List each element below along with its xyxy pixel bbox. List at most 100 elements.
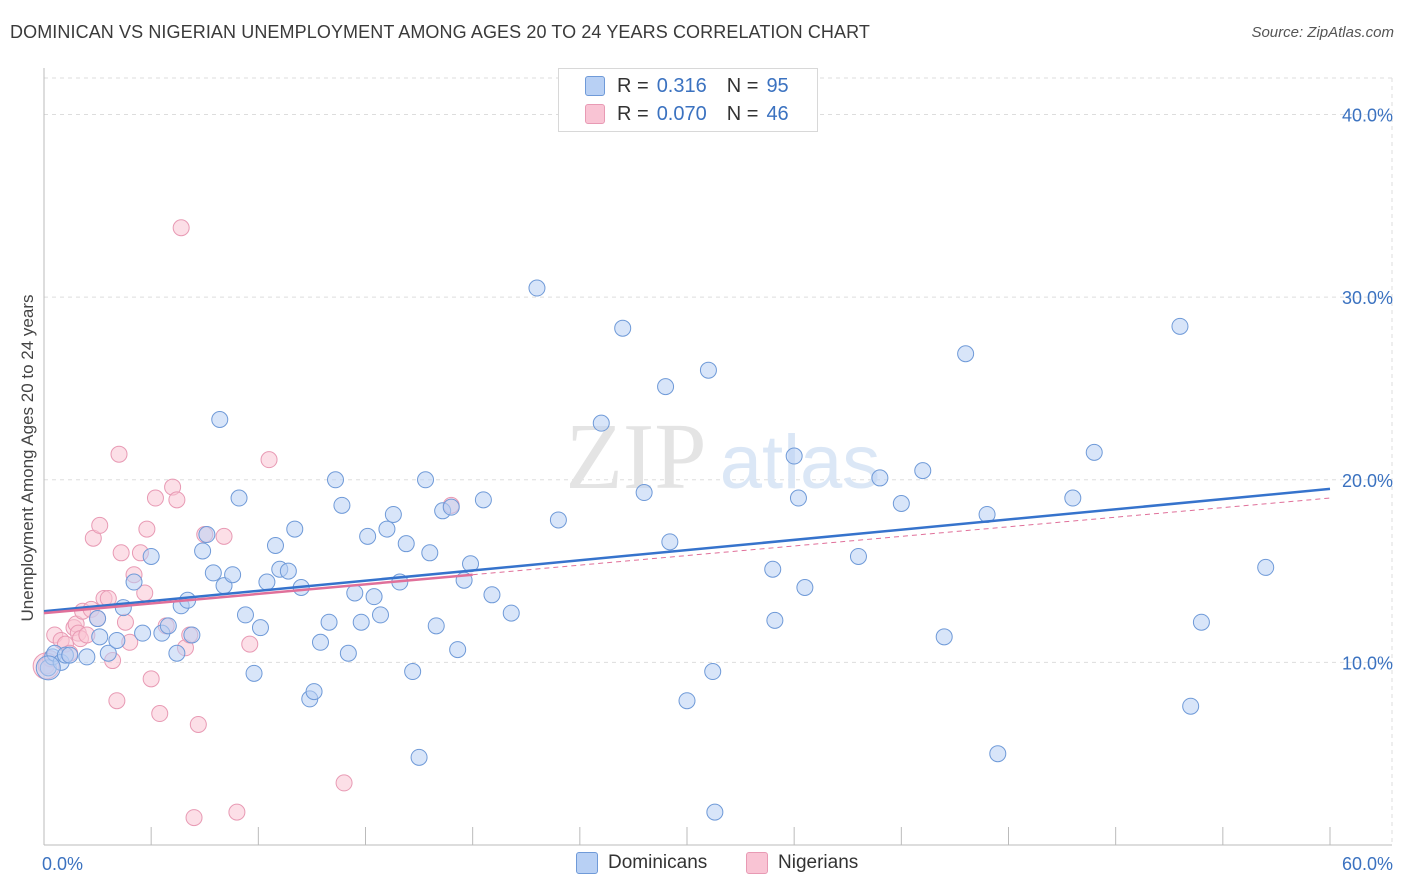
nigerian-point — [112, 544, 130, 562]
x-tick-label: 0.0% — [42, 854, 83, 874]
legend-n-label: N = — [726, 74, 759, 97]
dominican-point — [311, 633, 329, 651]
nigerian-point — [260, 451, 278, 469]
dominican-point — [204, 564, 222, 582]
dominican-point — [224, 566, 242, 584]
dominican-point — [789, 489, 807, 507]
dominicans-trend-line — [43, 487, 1331, 613]
grid-lines — [44, 77, 1393, 845]
dominican-point — [198, 526, 216, 544]
dominican-point — [236, 606, 254, 624]
dominican-point — [89, 610, 107, 628]
dominican-point — [483, 586, 501, 604]
dominican-point — [1257, 558, 1275, 576]
dominican-point — [404, 663, 422, 681]
dominican-point — [766, 611, 784, 629]
dominican-point — [549, 511, 567, 529]
dominican-point — [125, 573, 143, 591]
nigerian-point — [116, 613, 134, 631]
legend-n-value-nigerians: 46 — [766, 102, 789, 125]
nigerian-point — [189, 715, 207, 733]
nigerian-point — [241, 635, 259, 653]
dominican-point — [528, 279, 546, 297]
dominican-point — [417, 471, 435, 489]
nigerians-trend-line — [43, 573, 473, 615]
trend-lines — [43, 487, 1331, 615]
dominican-point — [914, 462, 932, 480]
dominican-point — [305, 683, 323, 701]
legend-row-nigerians: R = 0.070 N = 46 — [585, 101, 789, 127]
y-axis-label: Unemployment Among Ages 20 to 24 years — [18, 294, 37, 622]
dominican-point — [78, 648, 96, 666]
legend-r-label: R = — [617, 102, 649, 125]
dominican-point — [849, 547, 867, 565]
nigerian-point — [108, 692, 126, 710]
nigerian-point — [185, 809, 203, 827]
y-tick-label: 40.0% — [1342, 106, 1393, 126]
dominican-point — [1064, 489, 1082, 507]
dominican-point — [258, 573, 276, 591]
dominican-point — [502, 604, 520, 622]
dominican-point — [785, 447, 803, 465]
legend-r-label: R = — [617, 74, 649, 97]
dominican-point — [764, 560, 782, 578]
y-tick-label: 10.0% — [1342, 653, 1393, 673]
dominican-point — [91, 628, 109, 646]
chart-title: DOMINICAN VS NIGERIAN UNEMPLOYMENT AMONG… — [10, 22, 870, 42]
dominican-point — [61, 646, 79, 664]
dominican-point — [635, 484, 653, 502]
legend-swatch-dominicans — [585, 76, 605, 96]
nigerian-point — [138, 520, 156, 538]
dominican-point — [1171, 317, 1189, 335]
y-tick-label: 30.0% — [1342, 288, 1393, 308]
nigerian-point — [215, 527, 233, 545]
nigerian-point — [91, 516, 109, 534]
dominican-point — [183, 626, 201, 644]
dominican-point — [359, 527, 377, 545]
dominican-point — [704, 663, 722, 681]
dominican-point — [365, 588, 383, 606]
legend-n-value-dominicans: 95 — [766, 74, 789, 97]
dominican-point — [957, 345, 975, 363]
nigerian-point — [172, 219, 190, 237]
legend-r-value-nigerians: 0.070 — [656, 102, 707, 125]
dominican-point — [592, 414, 610, 432]
dominican-point — [699, 361, 717, 379]
dominican-point — [449, 641, 467, 659]
dominican-point — [266, 537, 284, 555]
bottom-legend-swatch-nigerians — [746, 852, 768, 874]
dominican-point — [159, 617, 177, 635]
nigerian-point — [335, 774, 353, 792]
dominican-point — [372, 606, 390, 624]
dominican-point — [168, 644, 186, 662]
dominican-point — [706, 803, 724, 821]
dominican-point — [1192, 613, 1210, 631]
dominican-point — [35, 655, 61, 681]
y-tick-label: 20.0% — [1342, 471, 1393, 491]
axes — [43, 68, 1392, 846]
dominican-point — [286, 520, 304, 538]
dominican-point — [421, 544, 439, 562]
dominican-point — [892, 495, 910, 513]
dominican-point — [211, 410, 229, 428]
dominican-point — [661, 533, 679, 551]
dominican-point — [230, 489, 248, 507]
x-tick-label: 60.0% — [1342, 854, 1393, 874]
dominican-point — [378, 520, 396, 538]
dominican-point — [410, 748, 428, 766]
bottom-legend-dominicans: Dominicans — [576, 852, 707, 874]
bottom-legend-nigerians: Nigerians — [746, 852, 858, 874]
bottom-legend-label-dominicans: Dominicans — [608, 852, 708, 873]
dominican-point — [657, 378, 675, 396]
dominican-point — [99, 644, 117, 662]
nigerian-point — [110, 445, 128, 463]
dominican-point — [1085, 443, 1103, 461]
legend-n-label: N = — [726, 102, 759, 125]
dominican-point — [796, 579, 814, 597]
nigerian-point — [142, 670, 160, 688]
nigerian-point — [146, 489, 164, 507]
dominican-point — [333, 496, 351, 514]
dominican-point — [245, 664, 263, 682]
dominican-point — [326, 471, 344, 489]
